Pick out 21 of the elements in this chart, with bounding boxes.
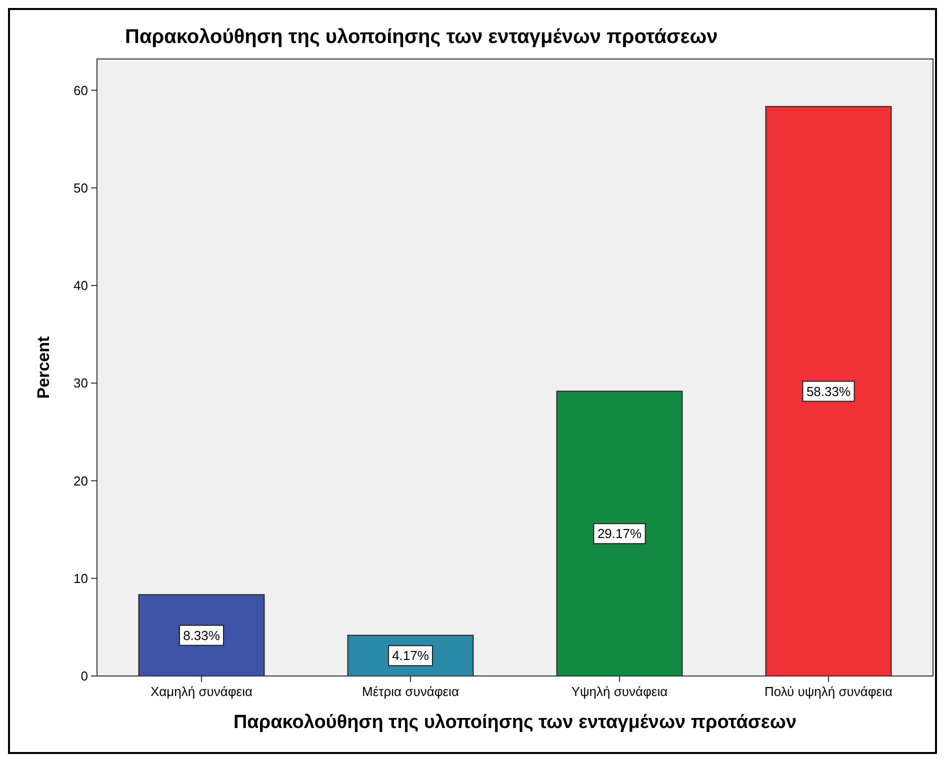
y-tick-label: 10 xyxy=(74,570,88,586)
y-tick-label: 50 xyxy=(74,180,88,196)
chart-title: Παρακολούθηση της υλοποίησης των ενταγμένων προτάσεων xyxy=(125,26,718,48)
bar xyxy=(556,390,683,676)
y-axis-title: Percent xyxy=(34,336,53,399)
x-axis-title: Παρακολούθηση της υλοποίησης των ενταγμένων προτάσεων xyxy=(233,712,797,733)
y-tick-label: 0 xyxy=(80,668,88,684)
x-tick-label: Μέτρια συνάφεια xyxy=(362,684,460,699)
bar xyxy=(765,106,892,676)
y-tick-label: 20 xyxy=(74,473,88,488)
y-tick-label: 30 xyxy=(74,376,88,391)
data-label: 58.33% xyxy=(806,384,851,399)
y-tick-label: 60 xyxy=(74,82,88,98)
bar xyxy=(138,594,265,676)
data-label: 29.17% xyxy=(597,526,642,542)
data-label: 8.33% xyxy=(183,628,220,643)
x-tick-label: Πολύ υψηλή συνάφεια xyxy=(764,684,893,699)
y-tick-label: 40 xyxy=(74,278,88,294)
x-tick-label: Χαμηλή συνάφεια xyxy=(150,684,253,699)
data-label: 4.17% xyxy=(392,648,430,664)
x-tick-label: Υψηλή συνάφεια xyxy=(571,684,668,699)
